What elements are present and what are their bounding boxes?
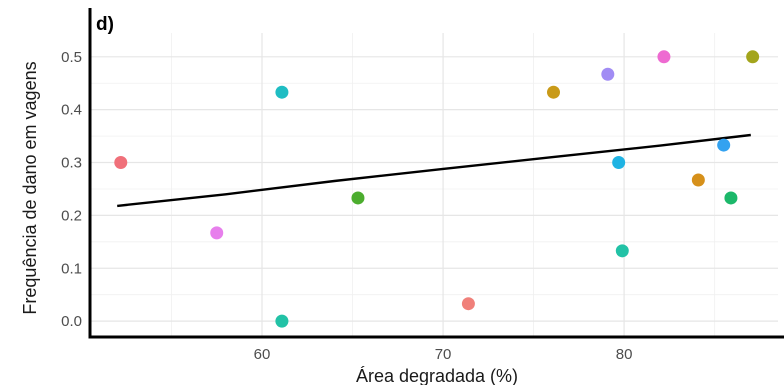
data-point: [612, 156, 626, 170]
x-tick-label: 70: [435, 346, 452, 363]
axes: [88, 8, 784, 339]
data-points: [114, 50, 760, 328]
data-point: [746, 50, 760, 64]
data-point: [657, 50, 671, 64]
data-point: [275, 85, 289, 99]
y-tick-label: 0.5: [61, 49, 82, 66]
y-tick-label: 0.0: [61, 313, 82, 330]
panel-label: d): [96, 14, 114, 35]
data-point: [601, 67, 615, 81]
tick-labels: 60 70 80 0.0 0.1 0.2 0.3 0.4 0.5: [61, 49, 632, 363]
data-point: [615, 244, 629, 258]
data-point: [351, 191, 365, 205]
data-point: [691, 173, 705, 187]
y-tick-label: 0.1: [61, 260, 82, 277]
data-point: [461, 297, 475, 311]
y-axis-title: Frequência de dano em vagens: [20, 61, 40, 314]
x-tick-label: 80: [616, 346, 633, 363]
x-tick-label: 60: [254, 346, 271, 363]
y-tick-label: 0.2: [61, 207, 82, 224]
data-point: [114, 156, 128, 170]
trend-line-group: [117, 133, 751, 208]
data-point: [546, 85, 560, 99]
data-point: [724, 191, 738, 205]
y-tick-label: 0.3: [61, 155, 82, 172]
data-point: [275, 314, 289, 328]
data-point: [717, 138, 731, 152]
trend-line: [117, 133, 751, 208]
data-point: [210, 226, 224, 240]
y-tick-label: 0.4: [61, 102, 82, 119]
grid-lines: [90, 33, 778, 337]
x-axis-title: Área degradada (%): [356, 366, 518, 385]
